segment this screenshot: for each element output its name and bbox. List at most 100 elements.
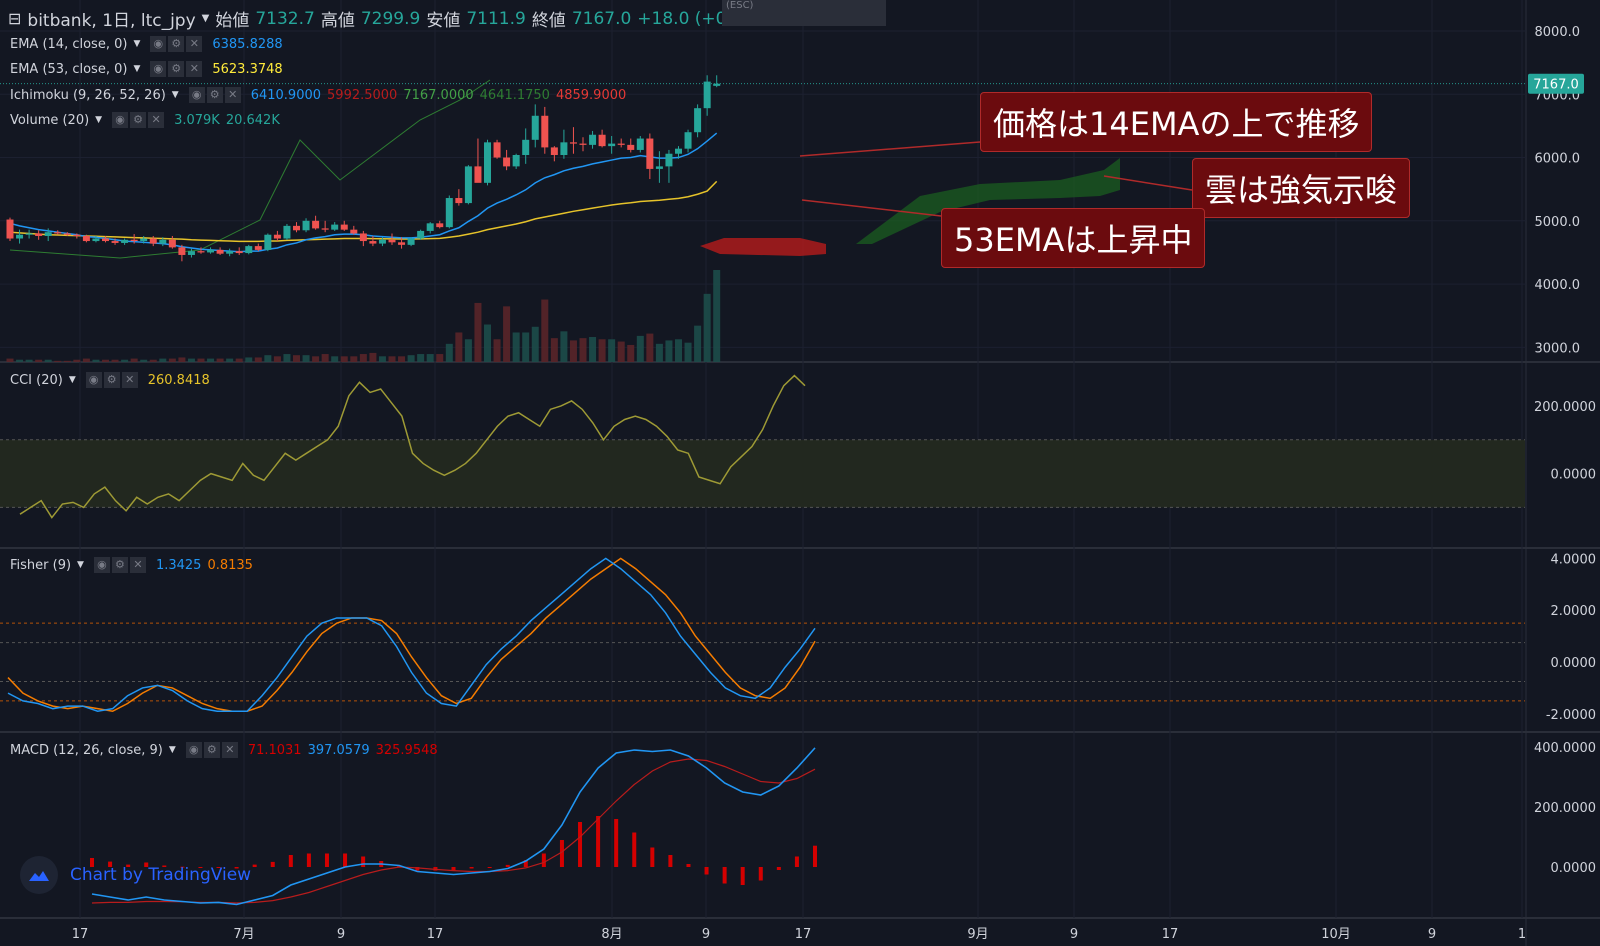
gear-icon[interactable]: ⚙ [203, 742, 220, 758]
volume-bar [675, 339, 682, 362]
close-icon[interactable]: ✕ [129, 557, 146, 573]
close-icon[interactable]: ✕ [121, 372, 138, 388]
ichimoku-cloud-bullish [856, 158, 1120, 244]
last-price-badge [1528, 73, 1584, 94]
legend-cci[interactable]: CCI (20) ▼ ◉ ⚙ ✕ 260.8418 [10, 372, 210, 388]
chevron-down-icon[interactable]: ▼ [168, 745, 176, 755]
annotation-pointer [1103, 175, 1193, 191]
candle-body [417, 230, 425, 239]
macd-histogram-bar [216, 867, 221, 868]
volume-bar [627, 344, 635, 362]
volume-bar [16, 359, 24, 362]
fisher-name[interactable]: Fisher (9) [10, 557, 72, 573]
gear-icon[interactable]: ⚙ [111, 557, 128, 573]
ichimoku-v2: 5992.5000 [327, 87, 398, 103]
tradingview-branding[interactable]: Chart by TradingView [20, 856, 251, 894]
legend-ichimoku[interactable]: Ichimoku (9, 26, 52, 26) ▼ ◉ ⚙ ✕ 6410.9000 … [10, 87, 626, 103]
chevron-down-icon[interactable]: ▼ [95, 115, 103, 125]
eye-icon[interactable]: ◉ [85, 372, 102, 388]
volume-bar [121, 359, 129, 362]
eye-icon[interactable]: ◉ [150, 61, 167, 77]
ema53-name[interactable]: EMA (53, close, 0) [10, 61, 128, 77]
open-value: 7132.7 [255, 8, 315, 29]
x-tick-label: 17 [72, 927, 89, 942]
volume-bar [178, 357, 186, 362]
macd-histogram-bar [668, 855, 673, 867]
volume-name[interactable]: Volume (20) [10, 112, 90, 128]
volume-bar [331, 356, 339, 362]
chevron-down-icon[interactable]: ▼ [68, 375, 76, 385]
menu-icon[interactable]: ⊟ [8, 9, 22, 28]
candle-body [264, 234, 272, 250]
volume-bar [111, 359, 119, 362]
eye-icon[interactable]: ◉ [112, 112, 129, 128]
eye-icon[interactable]: ◉ [150, 36, 167, 52]
volume-bar [512, 332, 520, 362]
candle-body [646, 138, 654, 169]
annotation-cloud[interactable]: 雲は強気示唆 [1192, 158, 1411, 218]
volume-bar [388, 356, 396, 362]
volume-bar [187, 358, 195, 362]
volume-bar [350, 356, 358, 362]
annotation-ema14[interactable]: 価格は14EMAの上で推移 [980, 92, 1373, 152]
volume-bar [684, 342, 692, 362]
volume-bar [445, 343, 453, 362]
cci-name[interactable]: CCI (20) [10, 372, 63, 388]
annotation-pointer [801, 199, 942, 217]
ichimoku-name[interactable]: Ichimoku (9, 26, 52, 26) [10, 87, 166, 103]
macd-histogram-bar [144, 862, 149, 867]
macd-name[interactable]: MACD (12, 26, close, 9) [10, 742, 163, 758]
volume-bar [312, 356, 320, 362]
close-icon[interactable]: ✕ [186, 61, 203, 77]
close-icon[interactable]: ✕ [148, 112, 165, 128]
eye-icon[interactable]: ◉ [93, 557, 110, 573]
gear-icon[interactable]: ⚙ [168, 61, 185, 77]
macd-histogram-bar [523, 860, 528, 867]
eye-icon[interactable]: ◉ [185, 742, 202, 758]
macd-histogram-bar [541, 853, 546, 867]
close-icon[interactable]: ✕ [224, 87, 241, 103]
legend-macd[interactable]: MACD (12, 26, close, 9) ▼ ◉ ⚙ ✕ 71.1031 397… [10, 742, 438, 758]
tradingview-label[interactable]: Chart by TradingView [70, 865, 252, 885]
legend-fisher[interactable]: Fisher (9) ▼ ◉ ⚙ ✕ 1.3425 0.8135 [10, 557, 253, 573]
close-icon[interactable]: ✕ [186, 36, 203, 52]
gear-icon[interactable]: ⚙ [168, 36, 185, 52]
ema14-value: 6385.8288 [212, 36, 283, 52]
gear-icon[interactable]: ⚙ [130, 112, 147, 128]
volume-bar [617, 341, 625, 362]
gear-icon[interactable]: ⚙ [206, 87, 223, 103]
symbol-title[interactable]: bitbank, 1日, ltc_jpy [27, 11, 196, 31]
macd-line [91, 747, 816, 906]
annotation-ema53[interactable]: 53EMAは上昇中 [941, 208, 1206, 268]
candle-body [608, 143, 616, 147]
macd-v1: 71.1031 [247, 742, 302, 758]
candle-body [331, 224, 339, 230]
legend-ema53[interactable]: EMA (53, close, 0) ▼ ◉ ⚙ ✕ 5623.3748 [10, 61, 283, 77]
volume-bar [398, 356, 406, 362]
volume-bar [378, 356, 386, 362]
ichimoku-cloud-bearish [700, 238, 826, 256]
chevron-down-icon[interactable]: ▼ [133, 64, 141, 74]
chevron-down-icon[interactable]: ▼ [171, 90, 179, 100]
y-tick-label: 200.0000 [1534, 400, 1596, 415]
volume-bar [436, 354, 444, 362]
chevron-down-icon[interactable]: ▼ [77, 560, 84, 570]
legend-ema14[interactable]: EMA (14, close, 0) ▼ ◉ ⚙ ✕ 6385.8288 [10, 36, 283, 52]
candle-body [92, 238, 100, 242]
gear-icon[interactable]: ⚙ [103, 372, 120, 388]
chevron-down-icon[interactable]: ▼ [133, 39, 141, 49]
ema53-value: 5623.3748 [212, 61, 283, 77]
candle-body [293, 225, 300, 231]
y-tick-label: 0.0000 [1551, 656, 1597, 671]
eye-icon[interactable]: ◉ [188, 87, 205, 103]
close-label: 終値 [531, 11, 566, 31]
candle-body [216, 249, 224, 254]
ema14-name[interactable]: EMA (14, close, 0) [10, 36, 128, 52]
chevron-down-icon[interactable]: ▼ [201, 13, 210, 24]
volume-bar [6, 358, 14, 362]
macd-histogram-bar [288, 855, 293, 867]
close-icon[interactable]: ✕ [221, 742, 238, 758]
legend-volume[interactable]: Volume (20) ▼ ◉ ⚙ ✕ 3.079K 20.642K [10, 112, 280, 128]
volume-bar [44, 359, 52, 362]
